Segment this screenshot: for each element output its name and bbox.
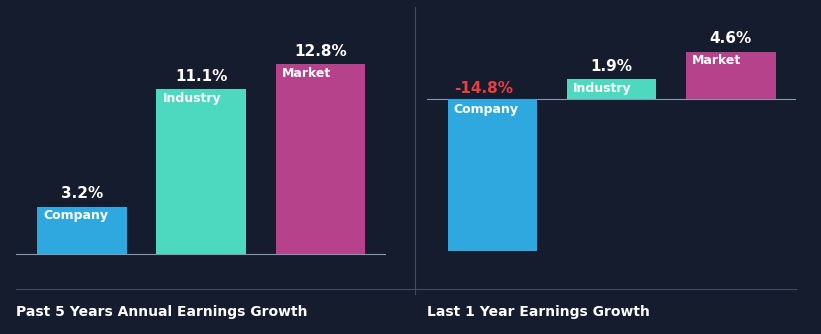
Bar	[37, 207, 126, 254]
Text: Past 5 Years Annual Earnings Growth: Past 5 Years Annual Earnings Growth	[16, 305, 308, 319]
Bar	[276, 64, 365, 254]
Text: Market: Market	[692, 54, 741, 67]
Bar	[567, 79, 656, 99]
Bar	[686, 52, 776, 99]
Bar	[447, 99, 537, 251]
Text: 3.2%: 3.2%	[61, 186, 103, 201]
Text: Last 1 Year Earnings Growth: Last 1 Year Earnings Growth	[427, 305, 649, 319]
Text: Industry: Industry	[573, 82, 631, 95]
Text: Industry: Industry	[163, 92, 221, 105]
Text: 11.1%: 11.1%	[175, 69, 227, 84]
Text: 4.6%: 4.6%	[709, 31, 752, 46]
Text: -14.8%: -14.8%	[454, 81, 513, 96]
Text: Company: Company	[44, 209, 108, 222]
Text: 12.8%: 12.8%	[294, 44, 346, 59]
Text: Company: Company	[454, 103, 519, 116]
Text: Market: Market	[282, 67, 331, 80]
Text: 1.9%: 1.9%	[590, 59, 633, 74]
Bar	[157, 90, 245, 254]
